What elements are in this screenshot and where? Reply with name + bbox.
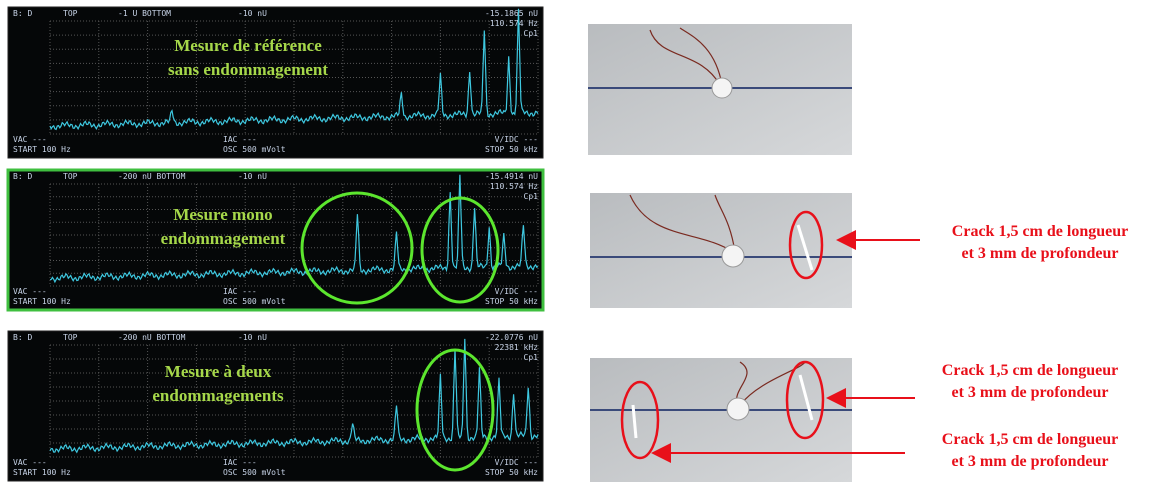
screen-header: -10 nU bbox=[238, 172, 267, 181]
screen-header: B: D bbox=[13, 172, 32, 181]
screen-header: -10 nU bbox=[238, 9, 267, 18]
screen-footer: V/IDC --- bbox=[495, 458, 538, 467]
screen-footer: IAC --- bbox=[223, 287, 257, 296]
screen-footer: VAC --- bbox=[13, 135, 47, 144]
screen-footer: START 100 Hz bbox=[13, 297, 71, 306]
photo-2 bbox=[590, 193, 920, 308]
spectrum-trace bbox=[49, 174, 539, 284]
screen-footer: IAC --- bbox=[223, 135, 257, 144]
screen-readout: 110.574 Hz bbox=[490, 19, 538, 28]
measure-title: endommagements bbox=[152, 386, 284, 405]
crack-annotation: et 3 mm de profondeur bbox=[961, 245, 1118, 262]
photo-1 bbox=[588, 24, 852, 155]
screen-header: TOP bbox=[63, 172, 78, 181]
screen-footer: STOP 50 kHz bbox=[485, 468, 538, 477]
measure-title: Mesure à deux bbox=[165, 362, 272, 381]
screen-footer: STOP 50 kHz bbox=[485, 145, 538, 154]
screen-readout: 22381 kHz bbox=[495, 343, 539, 352]
screen-footer: OSC 500 mVolt bbox=[223, 297, 286, 306]
spectrum-trace bbox=[49, 8, 539, 131]
screen-header: TOP bbox=[63, 333, 78, 342]
screen-footer: START 100 Hz bbox=[13, 468, 71, 477]
screen-readout: Cp1 bbox=[524, 192, 539, 201]
screen-bg bbox=[7, 6, 544, 159]
screen-footer: V/IDC --- bbox=[495, 287, 538, 296]
highlight bbox=[415, 348, 495, 472]
screen-footer: STOP 50 kHz bbox=[485, 297, 538, 306]
spectrum-screen: B: D TOP -1 U BOTTOM -10 nU -15.1865 nU110.5… bbox=[7, 6, 544, 159]
screen-readout: Cp1 bbox=[524, 353, 539, 362]
measure-title: Mesure de référence bbox=[174, 36, 322, 55]
screen-bg bbox=[7, 330, 544, 482]
measure-title: sans endommagement bbox=[168, 60, 328, 79]
crack-annotation: Crack 1,5 cm de longueur bbox=[952, 223, 1128, 240]
screen-footer: V/IDC --- bbox=[495, 135, 538, 144]
highlight bbox=[420, 196, 500, 304]
crack-annotation: et 3 mm de profondeur bbox=[951, 384, 1108, 401]
spectrum-screen: B: D TOP -200 nU BOTTOM -10 nU -22.0776 nU22… bbox=[7, 330, 544, 482]
screen-footer: START 100 Hz bbox=[13, 145, 71, 154]
screen-header: -1 U BOTTOM bbox=[118, 9, 171, 18]
crack-annotation: Crack 1,5 cm de longueur bbox=[942, 362, 1118, 379]
measure-title: Mesure mono bbox=[173, 205, 272, 224]
screen-footer: IAC --- bbox=[223, 458, 257, 467]
screen-readout: -15.1865 nU bbox=[485, 9, 538, 18]
screen-footer: OSC 500 mVolt bbox=[223, 468, 286, 477]
screen-readout: -15.4914 nU bbox=[485, 172, 538, 181]
screen-header: -10 nU bbox=[238, 333, 267, 342]
screen-bg bbox=[6, 168, 545, 312]
screen-header: -200 nU BOTTOM bbox=[118, 333, 186, 342]
screen-header: B: D bbox=[13, 9, 32, 18]
crack-annotation: Crack 1,5 cm de longueur bbox=[942, 431, 1118, 448]
spectrum-screen: B: D TOP -200 nU BOTTOM -10 nU -15.4914 nU11… bbox=[6, 168, 545, 312]
screen-readout: 110.574 Hz bbox=[490, 182, 538, 191]
screen-footer: VAC --- bbox=[13, 287, 47, 296]
highlight bbox=[300, 191, 414, 305]
screen-readout: -22.0776 nU bbox=[485, 333, 538, 342]
spectrum-trace bbox=[49, 338, 539, 454]
screen-readout: Cp1 bbox=[524, 29, 539, 38]
photo-3 bbox=[590, 358, 915, 482]
screen-footer: VAC --- bbox=[13, 458, 47, 467]
screen-header: TOP bbox=[63, 9, 78, 18]
screen-header: -200 nU BOTTOM bbox=[118, 172, 186, 181]
screen-footer: OSC 500 mVolt bbox=[223, 145, 286, 154]
measure-title: endommagement bbox=[161, 229, 286, 248]
crack-annotation: et 3 mm de profondeur bbox=[951, 453, 1108, 470]
screen-header: B: D bbox=[13, 333, 32, 342]
